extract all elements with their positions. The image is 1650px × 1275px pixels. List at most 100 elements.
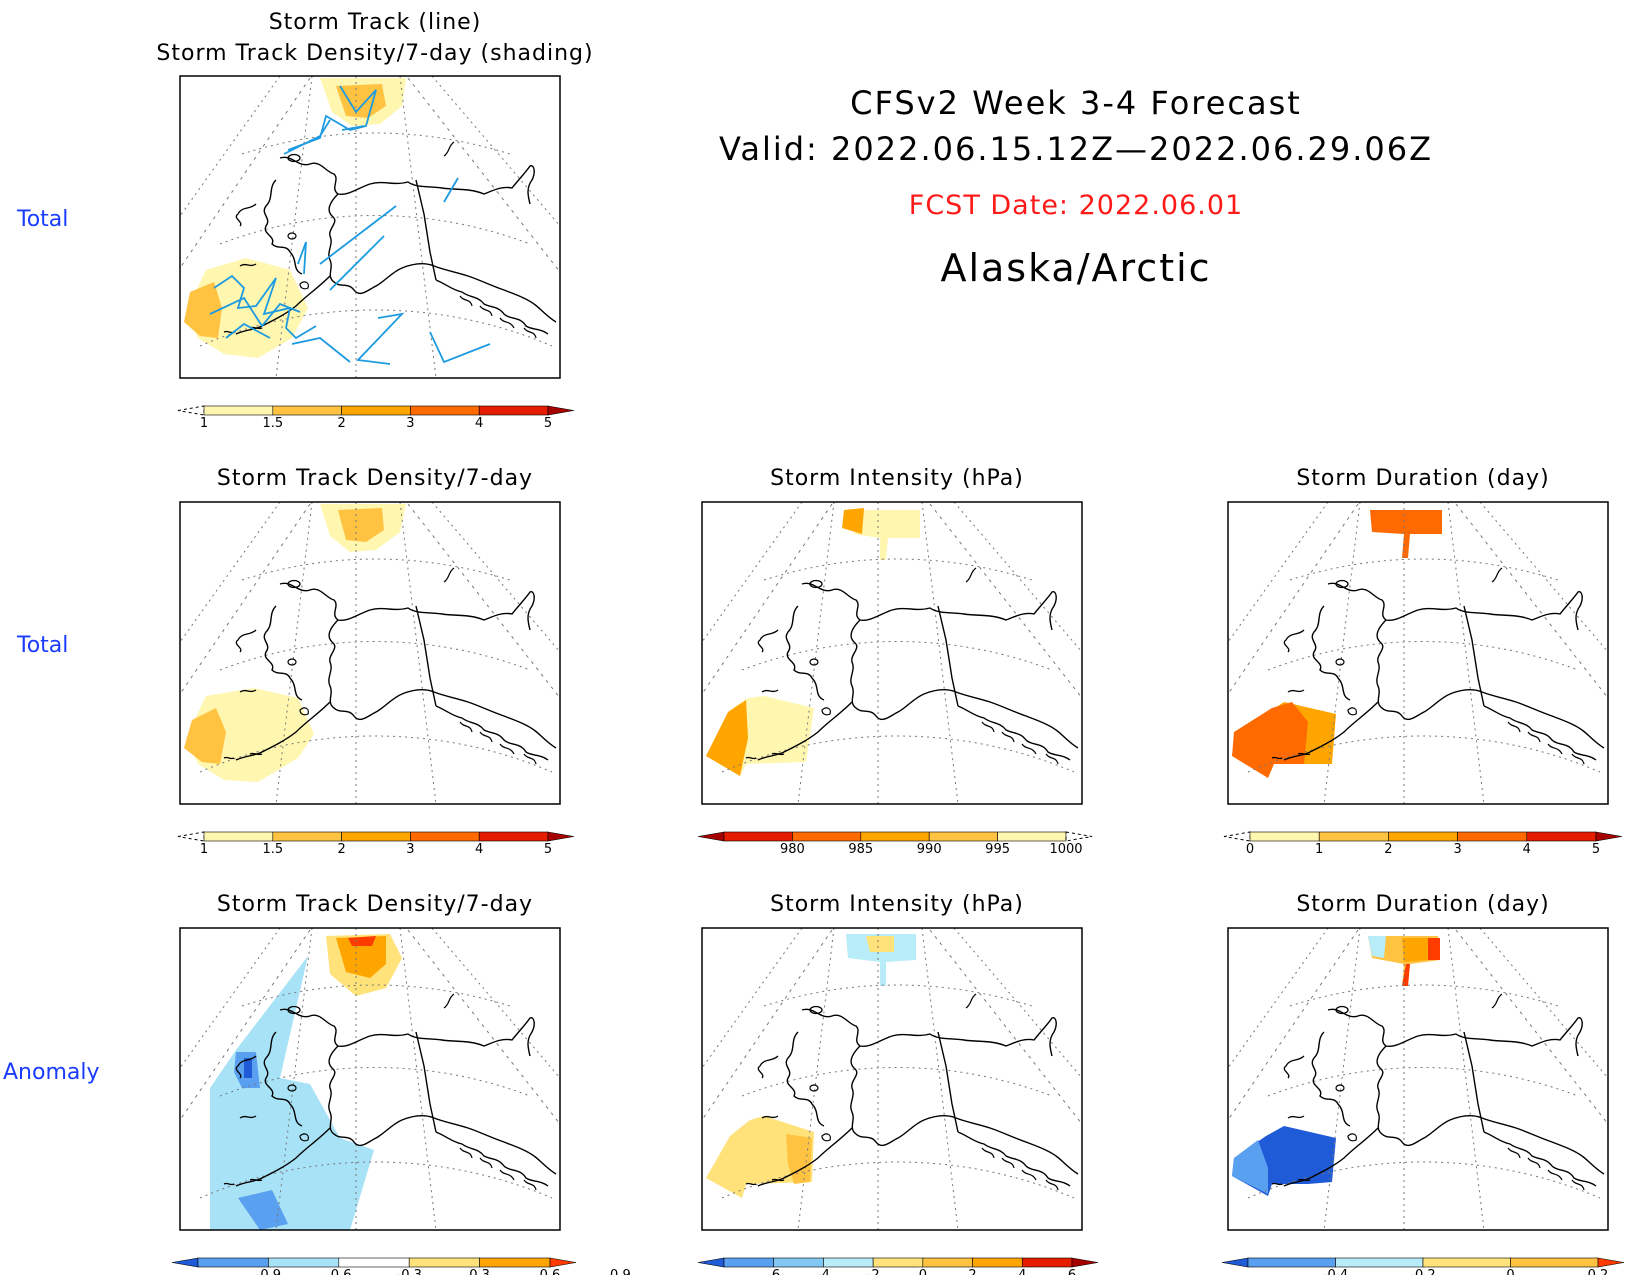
colorbar-duration-swatch	[1457, 831, 1528, 842]
colorbar-density-top-swatch	[547, 405, 575, 416]
storm-track-lines	[209, 85, 491, 365]
colorbar-density-middle-swatch	[272, 831, 342, 842]
colorbar-density-anomaly-swatch	[171, 1257, 199, 1268]
colorbar-duration-anomaly-swatch	[1247, 1257, 1336, 1268]
colorbar-density-middle-tick-label: 5	[544, 842, 552, 857]
colorbar-intensity-anomaly-swatch	[972, 1257, 1023, 1268]
colorbar-density-anomaly-swatch	[268, 1257, 340, 1268]
row-label-total-middle: Total	[17, 633, 69, 658]
colorbar-intensity-anomaly-swatch	[697, 1257, 725, 1268]
colorbar-intensity-anomaly-swatch	[1021, 1257, 1073, 1268]
colorbar-density-top-tick-label: 5	[544, 416, 552, 431]
colorbar-intensity-anomaly-swatch	[823, 1257, 874, 1268]
colorbar-density-anomaly-tick-label: 0.9	[610, 1268, 631, 1275]
colorbar-density-top-tick-label: 3	[406, 416, 414, 431]
colorbar-intensity-swatch	[723, 831, 793, 842]
colorbar-duration-tick-label: 4	[1523, 842, 1531, 857]
colorbar-density-top-swatch	[478, 405, 549, 416]
colorbar-density-middle: 1 1.5 2 3 4 5	[177, 831, 575, 857]
colorbar-duration-swatch	[1249, 831, 1320, 842]
colorbar-intensity-anomaly-tick-label: 2	[968, 1268, 976, 1275]
panel3-map	[701, 501, 1083, 805]
panel4-map	[1227, 501, 1609, 805]
colorbar-density-top-tick-label: 4	[475, 416, 483, 431]
colorbar-intensity-anomaly-tick-label: 0	[919, 1268, 927, 1275]
colorbar-intensity-anomaly-swatch	[872, 1257, 924, 1268]
colorbar-duration-anomaly-swatch	[1335, 1257, 1424, 1268]
colorbar-intensity-tick-label: 990	[917, 842, 942, 857]
colorbar-intensity-anomaly-tick-label: -4	[817, 1268, 830, 1275]
colorbar-duration-tick-label: 3	[1453, 842, 1461, 857]
colorbar-intensity-tick-label: 995	[985, 842, 1010, 857]
colorbar-density-middle-swatch	[478, 831, 549, 842]
colorbar-intensity-anomaly: -6 -4 -2 0 2 4 6	[697, 1257, 1099, 1275]
colorbar-density-middle-swatch	[547, 831, 575, 842]
colorbar-density-top-swatch	[410, 405, 480, 416]
colorbar-density-anomaly-swatch	[549, 1257, 577, 1268]
colorbar-duration-anomaly-swatch	[1422, 1257, 1511, 1268]
panel6-title: Storm Intensity (hPa)	[770, 892, 1024, 917]
colorbar-duration-tick-label: 0	[1246, 842, 1254, 857]
colorbar-density-top: 1 1.5 2 3 4 5	[177, 405, 575, 431]
panel5-title: Storm Track Density/7-day	[216, 892, 534, 917]
forecast-date: FCST Date: 2022.06.01	[908, 190, 1244, 221]
colorbar-density-top-tick-label: 1.5	[262, 416, 283, 431]
colorbar-intensity-tick-label: 985	[848, 842, 873, 857]
colorbar-density-anomaly-swatch	[479, 1257, 551, 1268]
colorbar-intensity-swatch	[697, 831, 725, 842]
panel1-title-line1: Storm Track (line)	[268, 10, 482, 35]
colorbar-density-top-swatch	[341, 405, 411, 416]
colorbar-density-middle-tick-label: 1.5	[262, 842, 283, 857]
colorbar-intensity-anomaly-tick-label: 6	[1068, 1268, 1076, 1275]
colorbar-density-top-tick-label: 2	[337, 416, 345, 431]
colorbar-duration-anomaly: -0.4-0.200.20.4	[1221, 1257, 1625, 1275]
colorbar-density-anomaly-tick-label: -0.9	[256, 1268, 281, 1275]
colorbar-density-middle-tick-label: 1	[200, 842, 208, 857]
colorbar-density-top-swatch	[203, 405, 274, 416]
colorbar-density-anomaly-swatch	[408, 1257, 480, 1268]
panel7-title: Storm Duration (day)	[1296, 892, 1550, 917]
colorbar-density-anomaly-tick-label: -0.3	[397, 1268, 422, 1275]
colorbar-duration-anomaly-tick-label: -0.2	[1410, 1268, 1435, 1275]
colorbar-duration-swatch	[1595, 831, 1623, 842]
colorbar-intensity-swatch	[928, 831, 998, 842]
colorbar-intensity: 980 985 990 995 1000	[697, 831, 1093, 857]
colorbar-duration-anomaly-tick-label: -0.4	[1323, 1268, 1348, 1275]
colorbar-density-middle-swatch	[341, 831, 411, 842]
panel3-title: Storm Intensity (hPa)	[770, 466, 1024, 491]
panel1-map	[179, 75, 561, 379]
colorbar-intensity-anomaly-tick-label: -6	[767, 1268, 780, 1275]
colorbar-density-middle-swatch	[410, 831, 480, 842]
colorbar-density-middle-tick-label: 4	[475, 842, 483, 857]
panel2-title: Storm Track Density/7-day	[216, 466, 534, 491]
colorbar-density-middle-swatch	[203, 831, 274, 842]
colorbar-intensity-swatch	[997, 831, 1067, 842]
colorbar-intensity-swatch	[860, 831, 930, 842]
colorbar-density-anomaly-swatch	[197, 1257, 269, 1268]
colorbar-density-top-tick-label: 1	[200, 416, 208, 431]
main-title-line2: Valid: 2022.06.15.12Z—2022.06.29.06Z	[718, 130, 1434, 168]
colorbar-intensity-anomaly-tick-label: -2	[867, 1268, 880, 1275]
colorbar-duration-tick-label: 5	[1592, 842, 1600, 857]
colorbar-duration-tick-label: 2	[1384, 842, 1392, 857]
colorbar-intensity-tick-label: 980	[780, 842, 805, 857]
panel2-map	[179, 501, 561, 805]
colorbar-duration-anomaly-swatch	[1597, 1257, 1625, 1268]
colorbar-density-anomaly-swatch	[338, 1257, 410, 1268]
row-label-anomaly: Anomaly	[3, 1060, 100, 1085]
colorbar-intensity-tick-label: 1000	[1049, 842, 1082, 857]
panel5-map	[179, 927, 561, 1231]
colorbar-duration-anomaly-swatch	[1221, 1257, 1249, 1268]
colorbar-density-anomaly-tick-label: -0.6	[326, 1268, 351, 1275]
colorbar-intensity-anomaly-swatch	[922, 1257, 973, 1268]
colorbar-intensity-anomaly-swatch	[1071, 1257, 1099, 1268]
colorbar-duration-anomaly-tick-label: 0.2	[1588, 1268, 1609, 1275]
colorbar-intensity-anomaly-swatch	[773, 1257, 824, 1268]
panel7-map	[1227, 927, 1609, 1231]
region-label: Alaska/Arctic	[940, 246, 1212, 290]
colorbar-density-middle-tick-label: 2	[337, 842, 345, 857]
colorbar-duration-tick-label: 1	[1315, 842, 1323, 857]
panel1-title-line2: Storm Track Density/7-day (shading)	[156, 41, 594, 66]
panel6-map	[701, 927, 1083, 1231]
